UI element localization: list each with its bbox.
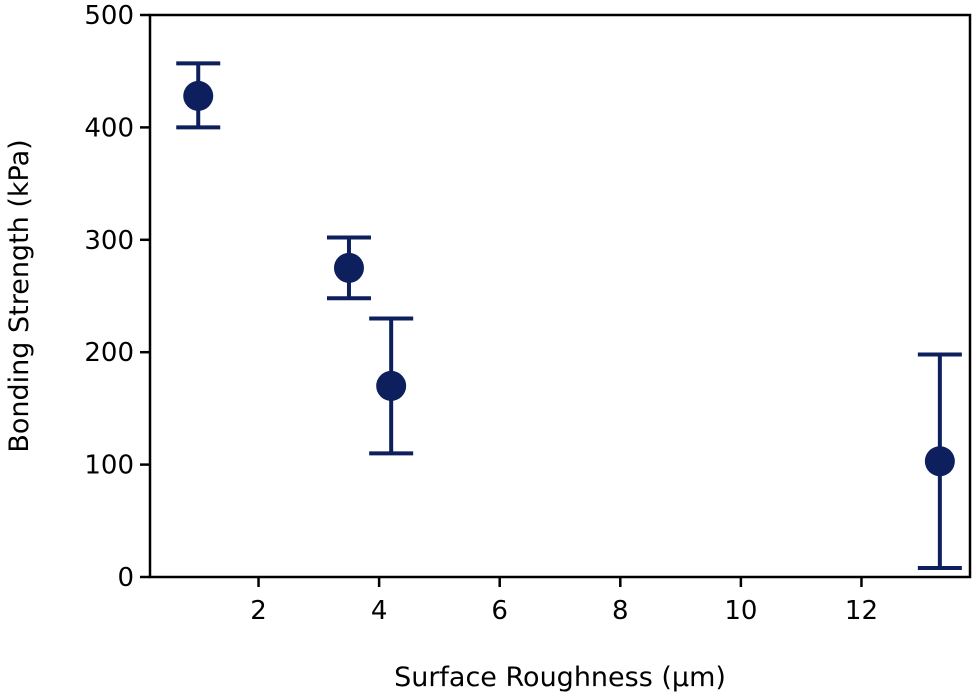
x-tick-label: 4 — [371, 596, 388, 626]
y-axis-label: Bonding Strength (kPa) — [4, 139, 35, 452]
y-axis: 0 100 200 300 400 500 — [84, 1, 150, 593]
y-tick-label: 100 — [84, 451, 134, 481]
y-tick-label: 300 — [84, 226, 134, 256]
data-point-group — [326, 235, 371, 301]
plot-frame — [148, 13, 972, 579]
x-tick-label: 2 — [250, 596, 267, 626]
data-point-group — [176, 61, 221, 130]
data-point — [333, 252, 364, 283]
y-tick-label: 200 — [84, 338, 134, 368]
y-tick-label: 400 — [84, 113, 134, 143]
x-tick-label: 10 — [724, 596, 757, 626]
data-point — [183, 80, 214, 111]
y-tick-label: 500 — [84, 1, 134, 31]
x-tick-label: 12 — [845, 596, 878, 626]
x-axis-label: Surface Roughness (µm) — [394, 662, 726, 693]
data-point-group — [917, 352, 962, 571]
y-tick-label: 0 — [117, 563, 134, 593]
x-axis: 2 4 6 8 10 12 — [250, 577, 878, 626]
x-tick-label: 8 — [612, 596, 629, 626]
x-tick-label: 6 — [491, 596, 508, 626]
data-point — [924, 446, 955, 477]
data-series — [176, 61, 962, 571]
data-point — [376, 370, 407, 401]
data-point-group — [369, 316, 414, 456]
